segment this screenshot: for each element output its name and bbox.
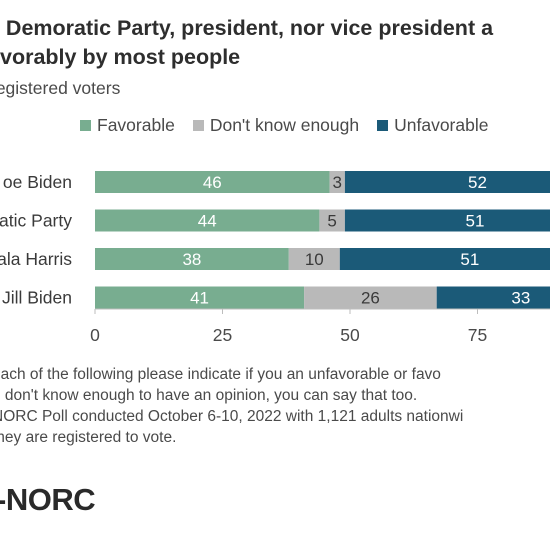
bar-segment xyxy=(329,171,345,193)
chart-title: e Demoratic Party, president, nor vice p… xyxy=(0,14,550,72)
data-label: 33 xyxy=(511,289,530,308)
category-label: Jill Biden xyxy=(2,288,72,308)
note-line-3: NORC Poll conducted October 6-10, 2022 w… xyxy=(0,408,464,425)
data-label: 41 xyxy=(190,289,209,308)
bar-segment xyxy=(339,248,550,270)
legend-label-favorable: Favorable xyxy=(97,114,175,135)
note-line-4: they are registered to vote. xyxy=(0,429,177,446)
data-label: 5 xyxy=(327,212,336,231)
x-tick-label: 0 xyxy=(90,325,100,345)
bar-segment xyxy=(344,209,550,232)
x-tick-label: 50 xyxy=(340,325,360,345)
data-label: 46 xyxy=(203,173,222,192)
bar-segment xyxy=(319,209,345,232)
legend-swatch-dont-know xyxy=(192,119,204,131)
bar-segment xyxy=(95,209,320,232)
data-label: 10 xyxy=(305,250,324,269)
title-line-1: e Demoratic Party, president, nor vice p… xyxy=(0,16,494,40)
bar-segment xyxy=(95,286,305,309)
data-label: 38 xyxy=(182,250,201,269)
chart-notes: each of the following please indicate if… xyxy=(0,364,463,448)
x-tick-label: 25 xyxy=(213,325,232,345)
legend-item-unfavorable: Unfavorable xyxy=(377,115,488,136)
norc-logo: -NORC xyxy=(0,482,96,517)
bar-segment xyxy=(344,171,550,193)
note-line-1: each of the following please indicate if… xyxy=(0,366,441,383)
title-line-2: vorably by most people xyxy=(0,45,241,69)
category-label: atic Party xyxy=(0,211,72,231)
bar-segment xyxy=(304,286,437,309)
category-label: oe Biden xyxy=(3,172,72,192)
legend-item-favorable: Favorable xyxy=(80,115,175,136)
chart-subtitle: registered voters xyxy=(0,78,121,98)
x-tick-label: 75 xyxy=(468,325,487,345)
legend-swatch-favorable xyxy=(80,119,91,131)
legend-item-dont-know: Don't know enough xyxy=(192,114,360,136)
data-label: 26 xyxy=(361,289,380,308)
stacked-bar-chart: oe Biden 46 3 52 atic Party 44 5 51 ala Harris 38… xyxy=(0,171,550,345)
bar-segment xyxy=(95,171,330,193)
category-label: ala Harris xyxy=(0,249,72,269)
data-label: 3 xyxy=(333,173,342,192)
legend-swatch-unfavorable xyxy=(377,119,389,131)
legend-label-unfavorable: Unfavorable xyxy=(394,114,489,135)
data-label: 51 xyxy=(460,250,479,269)
bar-segment xyxy=(288,248,340,270)
legend-label-dont-know: Don't know enough xyxy=(209,114,360,135)
bar-segment xyxy=(436,286,550,309)
data-label: 44 xyxy=(198,212,217,231)
chart-legend: Favorable Don't know enough Unfavorable xyxy=(80,114,506,136)
note-line-2: u don't know enough to have an opinion, … xyxy=(0,387,418,404)
bar-segment xyxy=(95,248,289,270)
data-label: 52 xyxy=(468,173,487,192)
data-label: 51 xyxy=(465,212,484,231)
